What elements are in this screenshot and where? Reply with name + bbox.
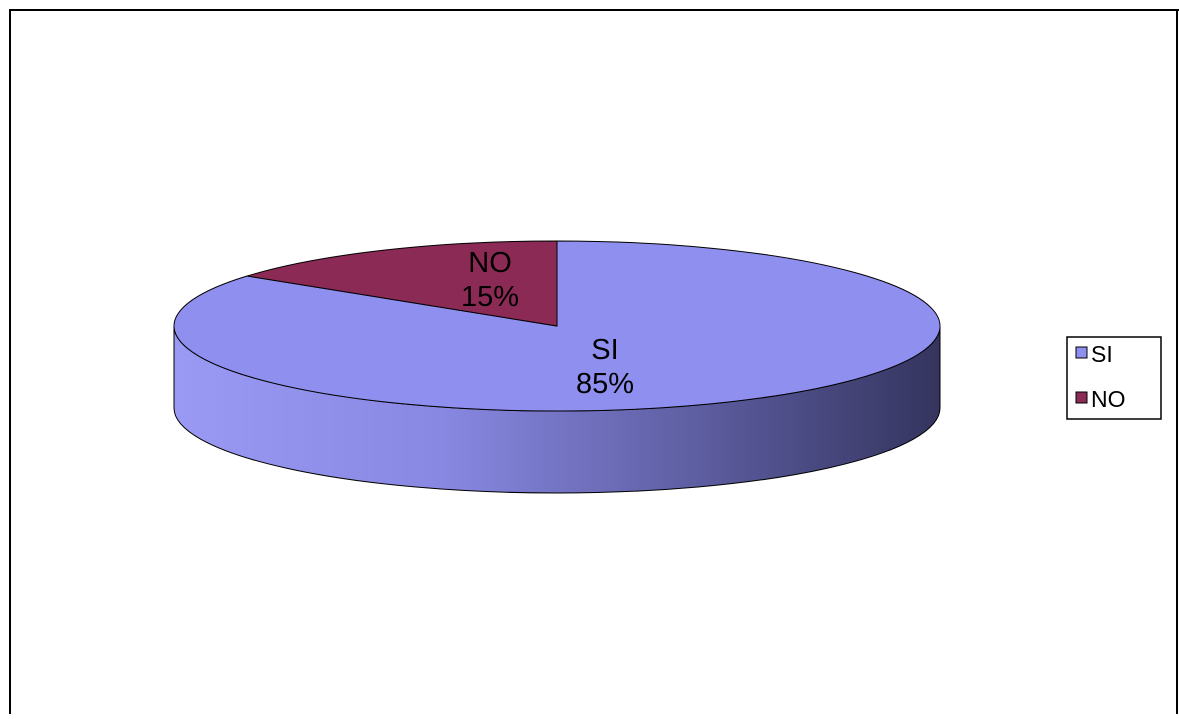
- data-label-percent-si: 85%: [576, 368, 634, 400]
- data-label-name-no: NO: [468, 247, 512, 279]
- pie-tops: [173, 240, 941, 412]
- data-label-name-si: SI: [591, 334, 618, 366]
- legend: SI NO: [1066, 336, 1162, 420]
- legend-label-si: SI: [1091, 341, 1113, 367]
- legend-swatch-si: [1075, 346, 1088, 359]
- legend-swatch-no: [1075, 391, 1088, 404]
- data-label-percent-no: 15%: [461, 281, 519, 313]
- legend-label-no: NO: [1091, 386, 1126, 412]
- pie-slice-no: [247, 240, 558, 327]
